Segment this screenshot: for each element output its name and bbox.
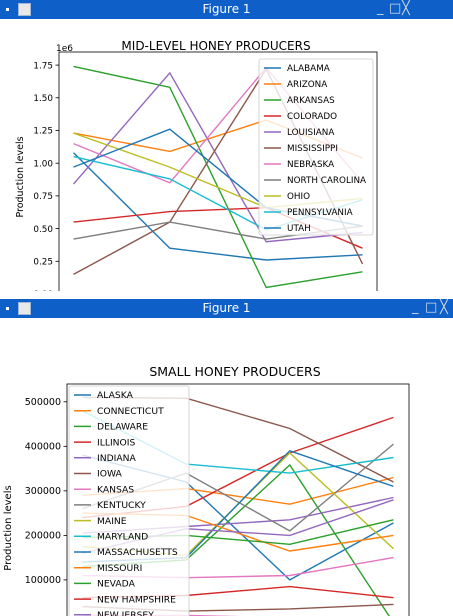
legend-entry: MAINE [97, 516, 127, 527]
close-icon[interactable]: ╳ [440, 300, 448, 315]
legend-entry: LOUISIANA [287, 128, 334, 138]
figure-window-small: Figure 1 _ □ ╳ SMALL HONEY PRODUCERS Pro… [0, 299, 453, 616]
legend-entry: MARYLAND [97, 532, 148, 543]
legend-entry: CONNECTICUT [97, 406, 164, 417]
window-titlebar[interactable]: Figure 1 _ □ ╳ [0, 299, 453, 318]
legend-entry: DELAWARE [97, 422, 148, 433]
legend-box [68, 385, 190, 616]
close-icon[interactable]: ╳ [402, 1, 410, 16]
legend-entry: NEW HAMPSHIRE [97, 594, 176, 605]
legend-entry: ALASKA [97, 390, 134, 401]
legend-entry: KANSAS [97, 484, 134, 495]
minimize-icon[interactable]: _ [412, 300, 419, 315]
chart-title: SMALL HONEY PRODUCERS [149, 364, 320, 379]
legend-entry: ARIZONA [287, 80, 327, 90]
y-tick-label: 0.25 [33, 257, 53, 267]
y-tick-label: 100000 [25, 575, 61, 586]
legend-entry: KENTUCKY [97, 500, 146, 511]
legend-entry: MASSACHUSETTS [97, 547, 178, 558]
legend-entry: ALABAMA [287, 64, 330, 74]
legend-entry: INDIANA [97, 453, 137, 464]
legend-entry: IOWA [97, 469, 123, 480]
y-axis-label: Production levels [15, 136, 26, 217]
y-tick-label: 500000 [25, 397, 61, 408]
legend-box [258, 58, 374, 236]
y-offset-label: 1e6 [56, 44, 73, 54]
legend-entry: OHIO [287, 192, 310, 202]
legend: ALABAMA ARIZONA ARKANSAS COLORADO LOUISIANA M… [258, 58, 374, 236]
axes-frame [58, 51, 378, 291]
y-tick-label: 1.50 [33, 94, 53, 104]
y-axis-label: Production levels [3, 485, 14, 570]
figure-window-mid: Figure 1 _ □ ╳ MID-LEVEL HONEY PRODUCERS… [0, 0, 453, 291]
legend-entry: MISSISSIPPI [287, 144, 338, 154]
legend-entry: PENNSYLVANIA [287, 208, 353, 218]
y-tick-label: 1.75 [33, 61, 53, 71]
axes-frame [66, 383, 410, 616]
app-icon[interactable] [18, 3, 31, 16]
series-line-louisiana [72, 71, 363, 243]
window-titlebar[interactable]: Figure 1 _ □ ╳ [0, 0, 453, 19]
legend-entry: MISSOURI [97, 563, 142, 574]
window-menu-dot [6, 307, 9, 310]
y-tick-label: 1.25 [33, 127, 53, 137]
legend-entry: COLORADO [287, 112, 337, 122]
chart-title: MID-LEVEL HONEY PRODUCERS [121, 39, 310, 53]
series-line-alabama [73, 152, 363, 261]
legend-entry: UTAH [287, 224, 311, 234]
y-tick-label: 300000 [25, 486, 61, 497]
legend: ALASKA CONNECTICUT DELAWARE ILLINOIS INDIANA… [68, 385, 190, 616]
maximize-icon[interactable]: □ [389, 1, 402, 16]
y-tick-label: 0.50 [33, 225, 53, 235]
legend-entry: NEVADA [97, 579, 136, 590]
window-menu-dot [6, 8, 9, 11]
legend-entry: ILLINOIS [97, 437, 135, 448]
minimize-icon[interactable]: _ [377, 1, 384, 16]
y-tick-label: 200000 [25, 531, 61, 542]
y-tick-label: 400000 [25, 442, 61, 453]
legend-entry: ARKANSAS [287, 96, 335, 106]
window-title: Figure 1 [202, 2, 251, 16]
maximize-icon[interactable]: □ [425, 300, 438, 315]
legend-entry: NEW JERSEY [97, 610, 154, 616]
y-tick-label: 1.00 [33, 159, 53, 169]
mid-level-chart: MID-LEVEL HONEY PRODUCERS 1e6 Production… [15, 39, 378, 291]
window-title: Figure 1 [202, 301, 251, 315]
small-producers-chart: SMALL HONEY PRODUCERS Production levels … [3, 364, 410, 616]
legend-entry: NEBRASKA [287, 160, 334, 170]
y-tick-label: 0.75 [33, 192, 53, 202]
y-tick-label: 0.00 [33, 290, 53, 291]
app-icon[interactable] [18, 302, 31, 315]
legend-entry: NORTH CAROLINA [287, 176, 366, 186]
